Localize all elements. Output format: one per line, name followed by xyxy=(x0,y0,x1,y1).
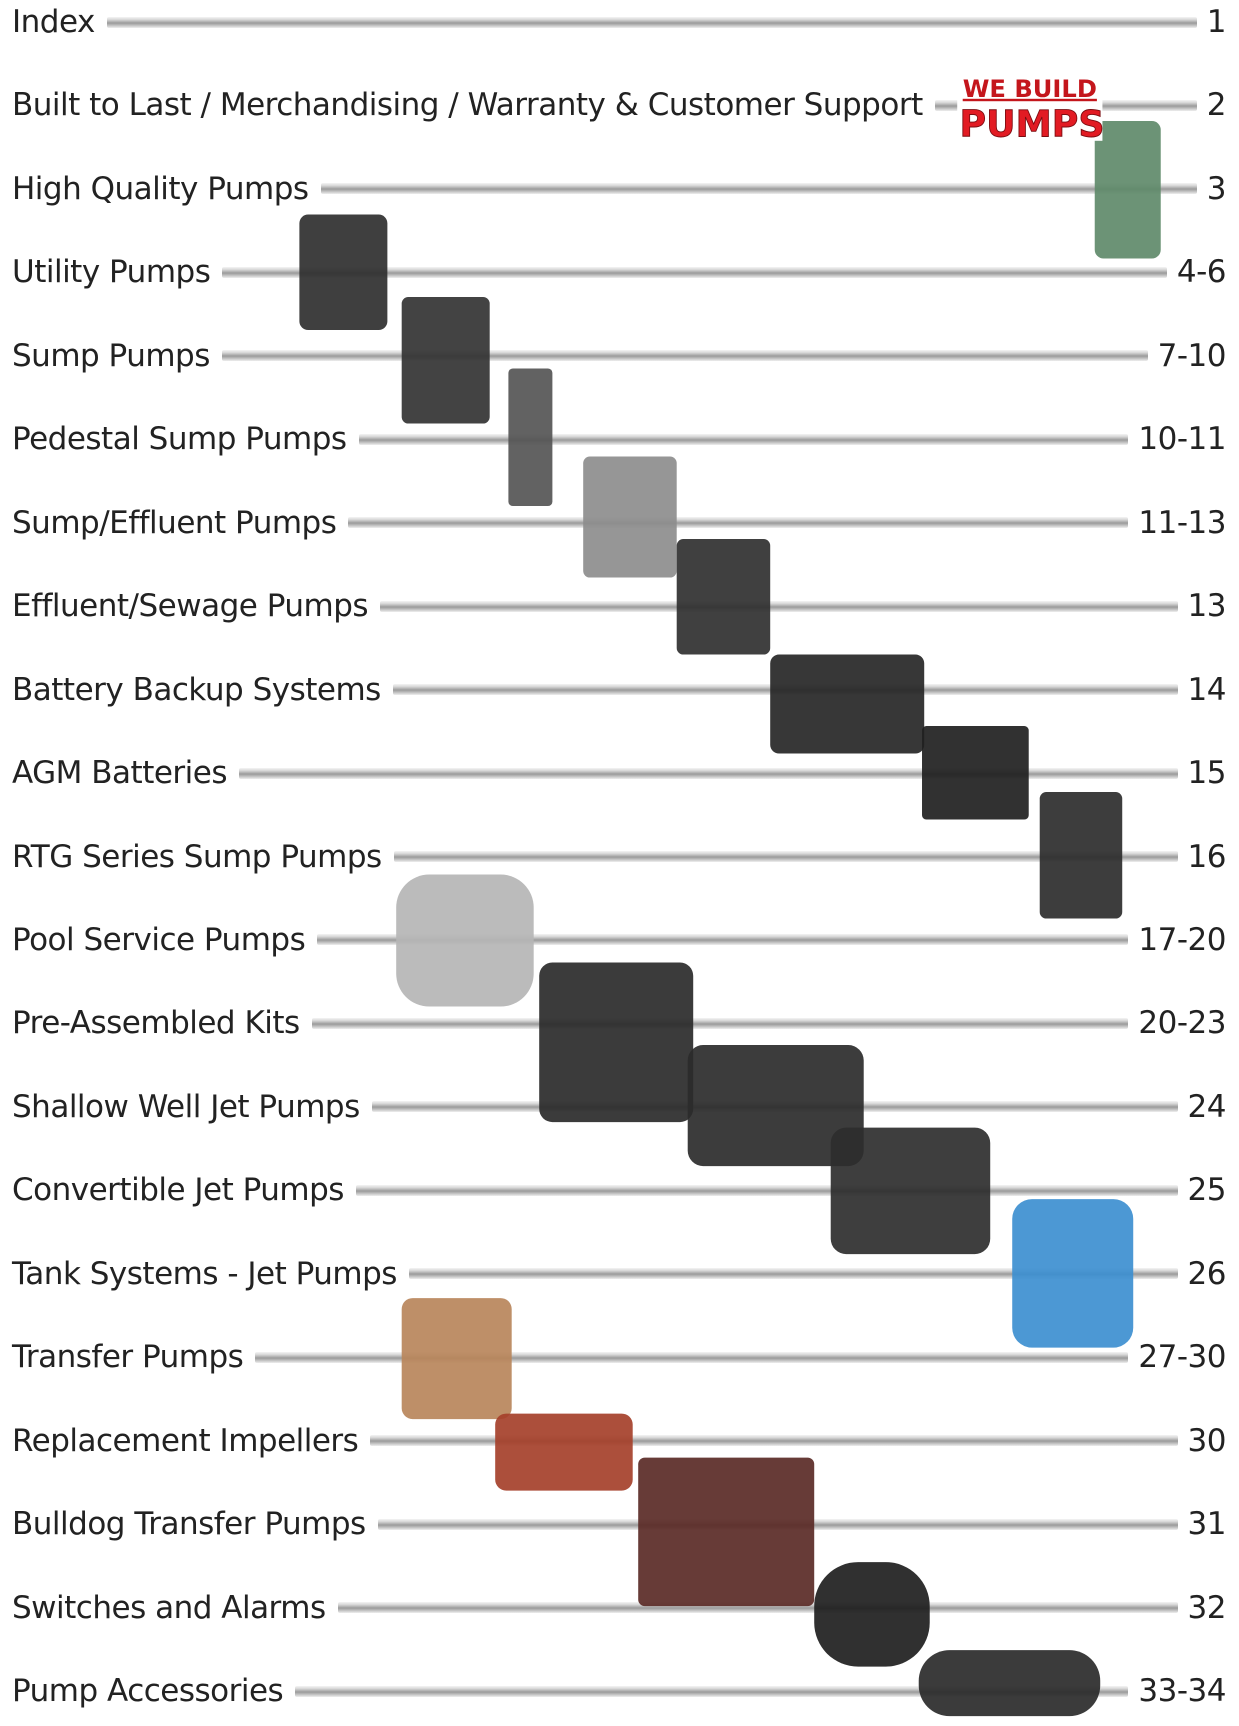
product-image xyxy=(495,1414,633,1491)
product-image xyxy=(919,1650,1101,1716)
product-image xyxy=(402,297,490,424)
page: {"logo": {"line1": "WE BUILD", "line2": … xyxy=(0,0,1239,1726)
product-image xyxy=(508,369,552,507)
product-image xyxy=(770,655,924,754)
product-image xyxy=(922,726,1029,820)
logo-line: WE BUILD xyxy=(963,75,1097,103)
product-image xyxy=(1095,121,1161,259)
product-image xyxy=(396,875,534,1007)
product-image xyxy=(831,1128,991,1255)
product-image xyxy=(539,963,693,1123)
images xyxy=(299,121,1160,1716)
product-image xyxy=(1040,792,1123,919)
product-image xyxy=(677,539,771,655)
product-image xyxy=(814,1562,930,1667)
logo-line: PUMPS xyxy=(960,102,1105,145)
product-image xyxy=(402,1298,512,1419)
product-image xyxy=(299,215,387,331)
product-image xyxy=(638,1458,814,1607)
product-image xyxy=(1012,1199,1133,1348)
product-images: WE BUILD PUMPS xyxy=(0,0,1239,1726)
product-image xyxy=(583,457,677,578)
